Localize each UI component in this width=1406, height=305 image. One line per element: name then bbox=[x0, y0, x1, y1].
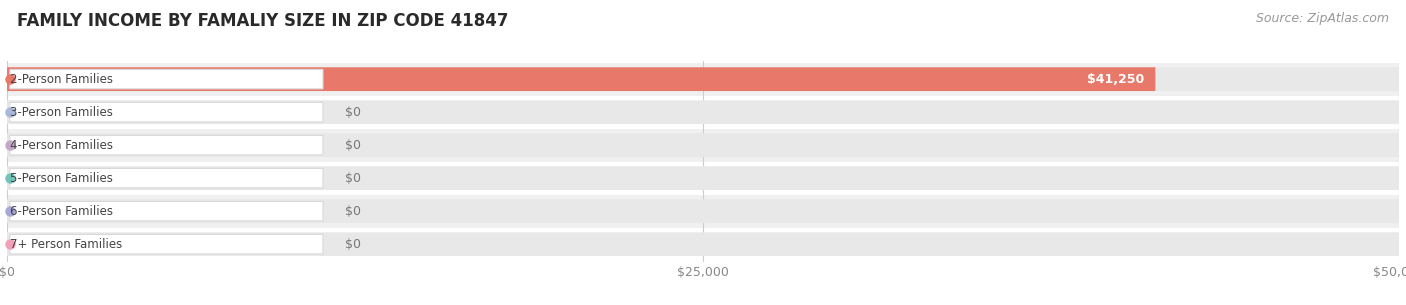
FancyBboxPatch shape bbox=[7, 133, 1399, 157]
Text: 6-Person Families: 6-Person Families bbox=[10, 205, 112, 218]
Text: $0: $0 bbox=[346, 139, 361, 152]
Bar bbox=[7, 63, 1399, 96]
FancyBboxPatch shape bbox=[10, 201, 323, 221]
Bar bbox=[7, 96, 1399, 129]
Text: $0: $0 bbox=[346, 172, 361, 185]
FancyBboxPatch shape bbox=[7, 100, 1399, 124]
Text: $41,250: $41,250 bbox=[1087, 73, 1144, 86]
Text: Source: ZipAtlas.com: Source: ZipAtlas.com bbox=[1256, 12, 1389, 25]
Text: 2-Person Families: 2-Person Families bbox=[10, 73, 112, 86]
FancyBboxPatch shape bbox=[10, 102, 323, 122]
Bar bbox=[7, 162, 1399, 195]
FancyBboxPatch shape bbox=[7, 166, 1399, 190]
FancyBboxPatch shape bbox=[7, 67, 1399, 91]
Text: 3-Person Families: 3-Person Families bbox=[10, 106, 112, 119]
Text: 5-Person Families: 5-Person Families bbox=[10, 172, 112, 185]
FancyBboxPatch shape bbox=[7, 232, 1399, 256]
Text: $0: $0 bbox=[346, 205, 361, 218]
Bar bbox=[7, 129, 1399, 162]
Bar bbox=[7, 195, 1399, 228]
FancyBboxPatch shape bbox=[10, 70, 323, 89]
FancyBboxPatch shape bbox=[7, 199, 1399, 223]
Bar bbox=[7, 228, 1399, 261]
Text: 4-Person Families: 4-Person Families bbox=[10, 139, 112, 152]
Text: $0: $0 bbox=[346, 106, 361, 119]
FancyBboxPatch shape bbox=[7, 67, 1156, 91]
FancyBboxPatch shape bbox=[10, 135, 323, 155]
Text: $0: $0 bbox=[346, 238, 361, 251]
Text: 7+ Person Families: 7+ Person Families bbox=[10, 238, 122, 251]
FancyBboxPatch shape bbox=[10, 235, 323, 254]
Text: FAMILY INCOME BY FAMALIY SIZE IN ZIP CODE 41847: FAMILY INCOME BY FAMALIY SIZE IN ZIP COD… bbox=[17, 12, 509, 30]
FancyBboxPatch shape bbox=[10, 168, 323, 188]
